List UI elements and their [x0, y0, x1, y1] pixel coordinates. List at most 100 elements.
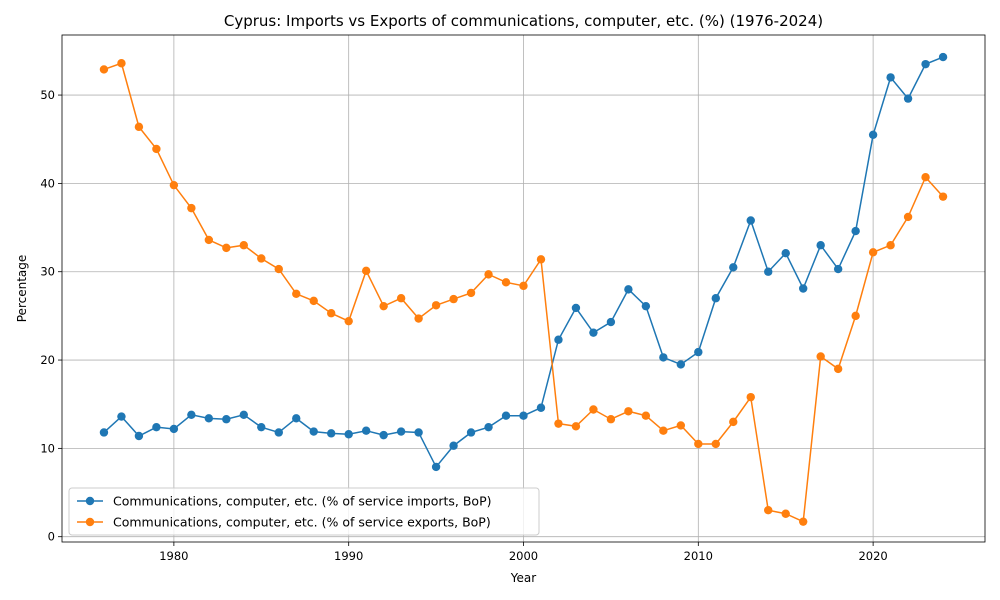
y-tick-label: 40	[40, 176, 55, 190]
x-tick-label: 2000	[509, 549, 538, 563]
data-point	[152, 422, 161, 432]
data-point	[554, 419, 563, 428]
data-point	[903, 94, 913, 103]
data-point	[361, 266, 371, 276]
data-point	[938, 192, 948, 201]
x-tick-label: 1980	[159, 549, 188, 563]
data-point	[816, 352, 825, 361]
legend-label: Communications, computer, etc. (% of ser…	[113, 515, 491, 530]
legend-label: Communications, computer, etc. (% of ser…	[113, 494, 492, 509]
data-point	[187, 410, 196, 420]
data-point	[414, 314, 423, 323]
data-point	[414, 428, 423, 437]
data-point	[396, 427, 406, 436]
series-imports	[99, 52, 948, 472]
data-point	[729, 417, 738, 427]
legend-box	[68, 487, 540, 536]
y-tick-label: 30	[40, 265, 55, 279]
data-point	[799, 284, 808, 293]
data-point	[903, 212, 913, 222]
x-tick-label: 2020	[858, 549, 887, 563]
data-point	[624, 285, 633, 294]
data-point	[134, 431, 144, 441]
x-tick-label: 1990	[334, 549, 363, 563]
y-tick-label: 10	[40, 441, 55, 455]
data-point	[327, 429, 336, 438]
data-point	[554, 335, 563, 344]
data-point	[204, 414, 214, 423]
data-point	[99, 65, 109, 74]
data-point	[449, 441, 458, 450]
data-point	[117, 59, 126, 68]
data-point	[466, 288, 476, 298]
legend-swatch-marker	[85, 496, 95, 506]
data-point	[764, 506, 773, 515]
data-point	[361, 426, 371, 435]
series-exports	[99, 59, 948, 526]
axis-ticks: 1980 1990 2000 2010 2020 0 10 20 30 40 50	[40, 88, 887, 563]
data-point	[868, 248, 878, 257]
data-point	[659, 353, 668, 362]
data-point	[816, 241, 825, 250]
data-point	[344, 316, 353, 326]
data-point	[746, 216, 755, 225]
data-point	[536, 403, 546, 412]
data-point	[396, 294, 406, 303]
data-point	[431, 301, 441, 310]
data-point	[379, 430, 388, 440]
data-point	[851, 226, 860, 236]
data-point	[501, 411, 511, 420]
data-point	[204, 235, 214, 245]
data-point	[292, 289, 301, 298]
data-point	[606, 317, 616, 327]
data-point	[641, 301, 651, 311]
data-point	[729, 263, 738, 272]
data-point	[187, 203, 196, 213]
x-axis-label: Year	[510, 571, 536, 585]
data-point	[764, 267, 773, 276]
legend-swatch-marker	[85, 517, 95, 527]
data-point	[851, 311, 860, 321]
data-point	[134, 122, 144, 132]
data-point	[484, 422, 493, 432]
data-point	[938, 52, 948, 62]
data-point	[606, 415, 616, 424]
series-layer	[99, 52, 948, 526]
data-point	[431, 462, 441, 472]
data-point	[571, 422, 581, 431]
data-point	[868, 130, 878, 140]
data-point	[257, 422, 266, 432]
data-point	[711, 439, 720, 449]
y-tick-label: 0	[48, 530, 55, 544]
data-point	[292, 414, 301, 423]
chart-title: Cyprus: Imports vs Exports of communicat…	[224, 12, 823, 30]
data-point	[641, 411, 651, 420]
data-point	[239, 410, 248, 420]
y-axis-label: Percentage	[15, 255, 29, 323]
data-point	[501, 278, 511, 287]
data-point	[519, 411, 528, 420]
data-point	[694, 347, 703, 357]
data-point	[536, 255, 546, 264]
data-point	[589, 405, 598, 414]
data-point	[449, 294, 458, 304]
data-point	[274, 428, 283, 437]
data-point	[222, 415, 231, 424]
data-point	[309, 427, 318, 436]
data-point	[309, 296, 318, 306]
data-point	[379, 301, 388, 311]
data-point	[571, 303, 581, 313]
data-point	[781, 509, 790, 518]
data-point	[711, 294, 720, 303]
data-point	[169, 424, 179, 434]
data-point	[799, 517, 808, 526]
data-point	[99, 428, 109, 437]
data-point	[781, 248, 790, 258]
x-tick-label: 2010	[684, 549, 713, 563]
data-point	[921, 173, 930, 182]
data-point	[694, 439, 703, 449]
data-point	[466, 428, 476, 437]
data-point	[746, 392, 755, 402]
data-point	[676, 421, 686, 430]
